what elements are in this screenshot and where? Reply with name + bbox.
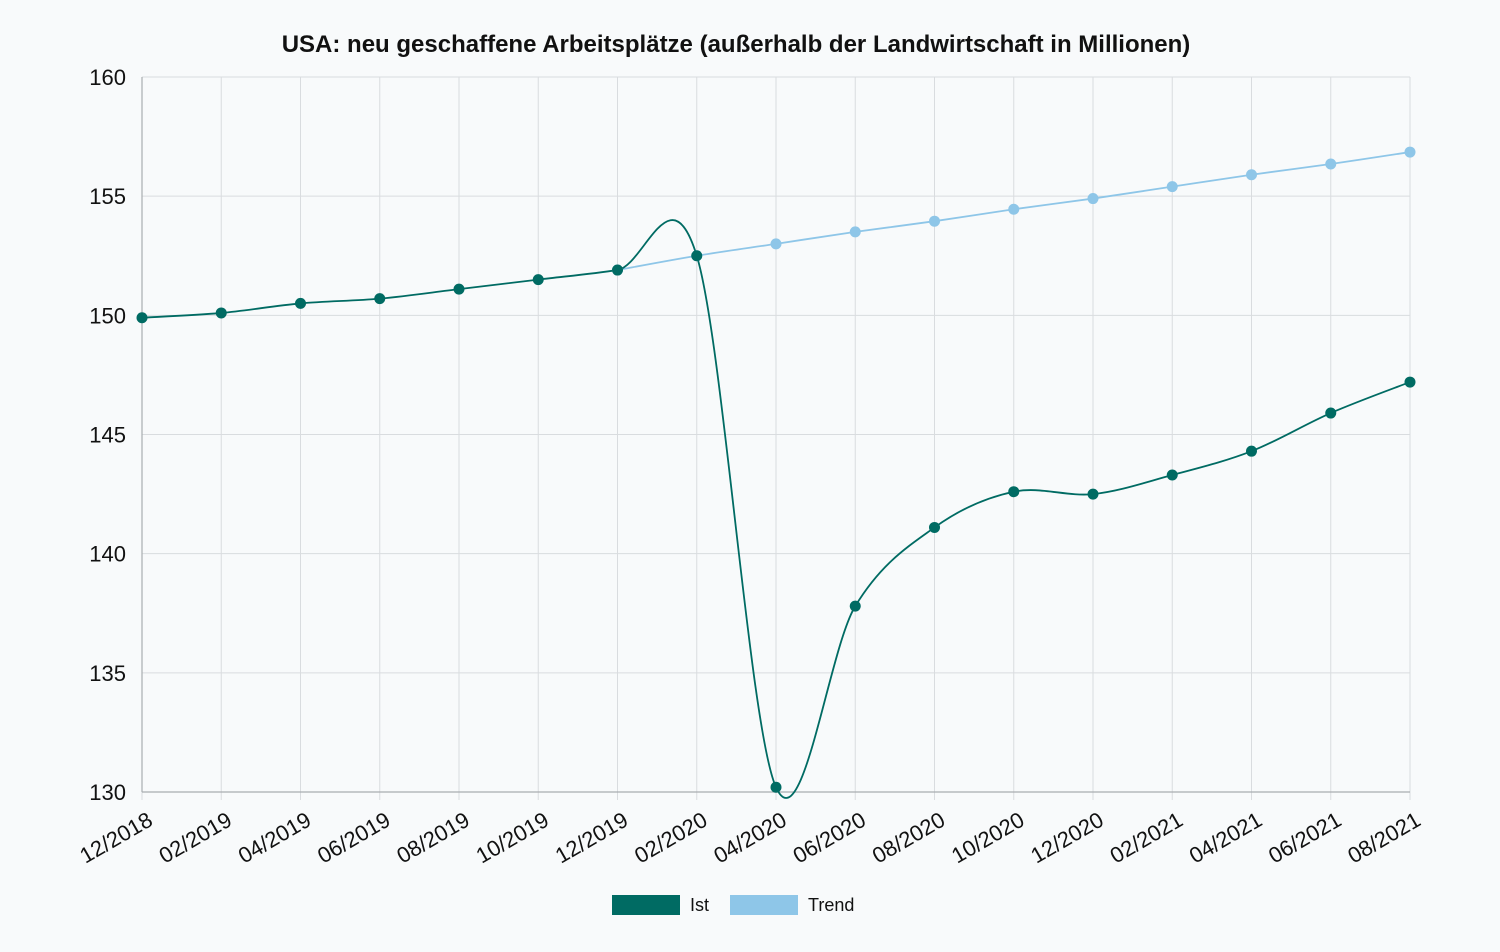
x-tick-label: 04/2020 [709,807,790,868]
data-point-ist [532,274,544,286]
data-point-ist [849,600,861,612]
data-point-ist [929,521,940,533]
x-tick-label: 02/2020 [630,807,711,868]
data-point-ist [136,312,148,324]
data-point-trend [1404,146,1416,158]
data-point-ist [374,293,386,305]
x-tick-label: 02/2019 [155,807,236,868]
y-axis-ticks: 130 135 140 145 150 155 160 [89,65,126,805]
x-tick-label: 12/2019 [551,807,632,868]
data-point-ist [770,781,782,793]
data-point-trend [1325,158,1337,170]
y-tick-label: 130 [89,780,126,805]
x-tick-label: 04/2021 [1185,807,1266,868]
x-tick-label: 04/2019 [234,807,315,868]
data-point-trend [929,215,940,227]
legend-swatch-ist [612,895,680,915]
series-points [136,146,1416,793]
data-point-trend [1087,193,1099,205]
data-point-ist [1246,445,1257,457]
x-tick-label: 10/2019 [472,807,553,868]
data-point-ist [691,250,703,262]
data-point-trend [1166,181,1178,193]
x-tick-label: 06/2019 [313,807,394,868]
data-point-ist [295,297,306,309]
x-tick-label: 02/2021 [1106,807,1187,868]
y-tick-label: 150 [89,303,126,328]
x-tick-label: 08/2019 [392,807,473,868]
data-point-trend [1246,169,1257,181]
data-point-trend [849,226,861,238]
data-point-ist [215,307,227,319]
chart-title: USA: neu geschaffene Arbeitsplätze (auße… [282,31,1191,58]
data-point-trend [770,238,782,250]
data-point-ist [612,264,623,276]
x-tick-label: 06/2021 [1264,807,1345,868]
legend-label-ist: Ist [690,895,709,915]
x-tick-label: 12/2018 [75,807,156,868]
x-tick-label: 12/2020 [1026,807,1107,868]
legend-swatch-trend [730,895,798,915]
data-point-trend [1008,203,1020,215]
y-tick-label: 155 [89,184,126,209]
x-axis-ticks: 12/201802/201904/201906/201908/201910/20… [75,807,1424,868]
y-tick-label: 160 [89,65,126,90]
x-tick-label: 08/2021 [1343,807,1424,868]
data-point-ist [1325,407,1337,419]
legend-label-trend: Trend [808,895,854,915]
data-point-ist [1008,486,1020,498]
legend: Ist Trend [612,895,854,915]
data-point-ist [1404,376,1416,388]
y-tick-label: 140 [89,542,126,567]
grid [141,76,1411,800]
data-point-ist [453,283,465,295]
x-tick-label: 10/2020 [947,807,1028,868]
data-point-ist [1087,488,1099,500]
y-tick-label: 135 [89,661,126,686]
x-tick-label: 06/2020 [789,807,870,868]
x-tick-label: 08/2020 [868,807,949,868]
y-tick-label: 145 [89,423,126,448]
data-point-ist [1166,469,1178,481]
